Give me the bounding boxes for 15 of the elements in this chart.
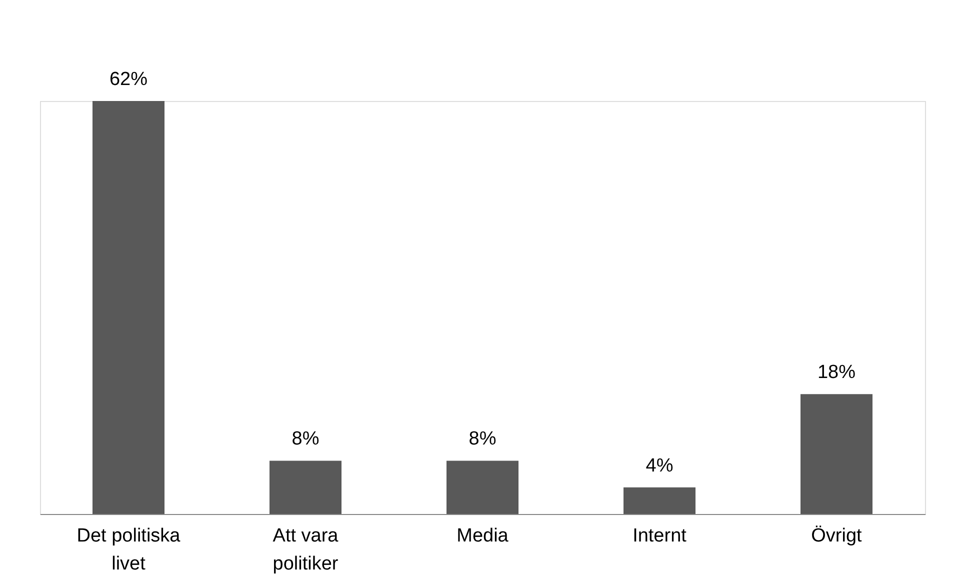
bar [624,487,696,514]
x-tick-label: Att vara politiker [272,526,339,574]
bar [800,394,872,514]
x-tick-label: Internt [632,526,688,546]
data-label: 18% [817,362,856,384]
data-label: 62% [109,69,148,90]
bar [446,460,518,514]
x-tick-label: Media [456,526,509,546]
x-tick-label: Det politiska livet [76,526,181,574]
data-label: 8% [292,428,320,450]
x-tick-label: Övrigt [811,526,863,546]
data-label: 8% [468,428,496,450]
data-label: 4% [646,455,674,476]
bar [92,101,164,514]
bar [270,460,342,514]
